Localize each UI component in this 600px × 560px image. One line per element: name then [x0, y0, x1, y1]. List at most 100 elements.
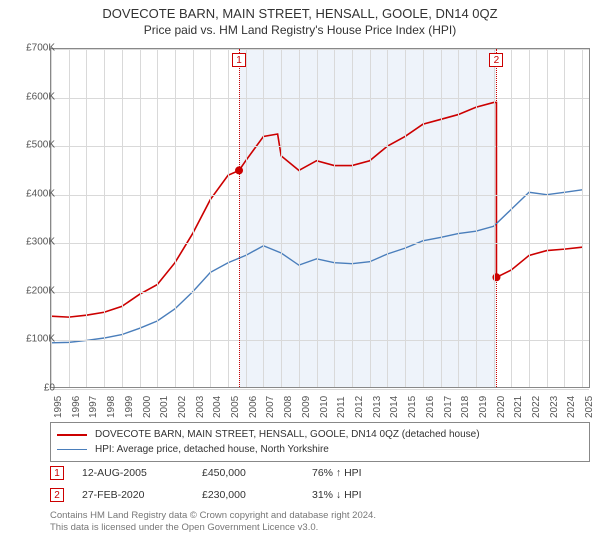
legend-label: DOVECOTE BARN, MAIN STREET, HENSALL, GOO…: [95, 429, 480, 440]
gridline-v: [122, 49, 123, 387]
gridline-v: [529, 49, 530, 387]
x-tick-label: 2007: [265, 396, 276, 418]
x-tick-label: 1996: [71, 396, 82, 418]
x-tick-label: 2013: [372, 396, 383, 418]
x-tick-label: 2005: [230, 396, 241, 418]
gridline-v: [299, 49, 300, 387]
gridline-h: [51, 340, 589, 341]
y-tick-label: £700K: [5, 43, 55, 54]
gridline-h: [51, 243, 589, 244]
gridline-v: [175, 49, 176, 387]
gridline-h: [51, 146, 589, 147]
gridline-v: [511, 49, 512, 387]
x-tick-label: 2020: [496, 396, 507, 418]
gridline-h: [51, 389, 589, 390]
gridline-h: [51, 195, 589, 196]
x-tick-label: 2010: [319, 396, 330, 418]
event-line-2: [496, 49, 497, 387]
gridline-v: [441, 49, 442, 387]
plot-area: 12: [50, 48, 590, 388]
gridline-v: [458, 49, 459, 387]
gridline-v: [387, 49, 388, 387]
legend-row: HPI: Average price, detached house, Nort…: [57, 442, 583, 457]
gridline-v: [157, 49, 158, 387]
gridline-v: [228, 49, 229, 387]
y-tick-label: £300K: [5, 237, 55, 248]
x-tick-label: 2003: [195, 396, 206, 418]
event-badge-2: 2: [489, 53, 503, 67]
gridline-v: [352, 49, 353, 387]
event-badge-1: 1: [232, 53, 246, 67]
x-tick-label: 2023: [549, 396, 560, 418]
x-tick-label: 2024: [566, 396, 577, 418]
legend-row: DOVECOTE BARN, MAIN STREET, HENSALL, GOO…: [57, 427, 583, 442]
x-tick-label: 2018: [460, 396, 471, 418]
gridline-v: [370, 49, 371, 387]
y-tick-label: £400K: [5, 188, 55, 199]
chart-container: { "title": "DOVECOTE BARN, MAIN STREET, …: [0, 0, 600, 560]
transaction-row: 1 12-AUG-2005£450,00076% ↑ HPI: [50, 462, 412, 484]
gridline-v: [281, 49, 282, 387]
footer-line1: Contains HM Land Registry data © Crown c…: [50, 510, 376, 522]
x-tick-label: 1999: [124, 396, 135, 418]
transaction-badge: 1: [50, 466, 64, 480]
legend-swatch: [57, 434, 87, 436]
transaction-date: 27-FEB-2020: [82, 489, 202, 501]
gridline-v: [423, 49, 424, 387]
legend: DOVECOTE BARN, MAIN STREET, HENSALL, GOO…: [50, 422, 590, 462]
x-tick-label: 2022: [531, 396, 542, 418]
x-tick-label: 2001: [159, 396, 170, 418]
x-tick-label: 2015: [407, 396, 418, 418]
x-tick-label: 2025: [584, 396, 595, 418]
transaction-price: £450,000: [202, 467, 312, 479]
transaction-table: 1 12-AUG-2005£450,00076% ↑ HPI 2 27-FEB-202…: [50, 462, 412, 506]
gridline-v: [334, 49, 335, 387]
gridline-v: [69, 49, 70, 387]
x-tick-label: 2008: [283, 396, 294, 418]
transaction-row: 2 27-FEB-2020£230,00031% ↓ HPI: [50, 484, 412, 506]
transaction-pct: 76% ↑ HPI: [312, 467, 412, 479]
gridline-v: [405, 49, 406, 387]
legend-swatch: [57, 449, 87, 450]
event-line-1: [239, 49, 240, 387]
y-tick-label: £200K: [5, 285, 55, 296]
gridline-v: [104, 49, 105, 387]
gridline-v: [494, 49, 495, 387]
x-tick-label: 2009: [301, 396, 312, 418]
gridline-v: [564, 49, 565, 387]
legend-label: HPI: Average price, detached house, Nort…: [95, 444, 329, 455]
gridline-v: [263, 49, 264, 387]
gridline-v: [317, 49, 318, 387]
x-tick-label: 1998: [106, 396, 117, 418]
y-tick-label: £100K: [5, 334, 55, 345]
gridline-v: [246, 49, 247, 387]
chart-subtitle: Price paid vs. HM Land Registry's House …: [0, 21, 600, 37]
x-tick-label: 2000: [142, 396, 153, 418]
gridline-v: [140, 49, 141, 387]
y-tick-label: £600K: [5, 91, 55, 102]
transaction-price: £230,000: [202, 489, 312, 501]
x-tick-label: 2006: [248, 396, 259, 418]
x-tick-label: 2021: [513, 396, 524, 418]
gridline-h: [51, 98, 589, 99]
gridline-h: [51, 49, 589, 50]
gridline-v: [582, 49, 583, 387]
plot-svg: [51, 49, 589, 387]
gridline-v: [210, 49, 211, 387]
transaction-badge: 2: [50, 488, 64, 502]
x-tick-label: 2016: [425, 396, 436, 418]
gridline-v: [193, 49, 194, 387]
x-tick-label: 2017: [443, 396, 454, 418]
x-tick-label: 2002: [177, 396, 188, 418]
x-tick-label: 2011: [336, 396, 347, 418]
transaction-date: 12-AUG-2005: [82, 467, 202, 479]
x-tick-label: 2014: [389, 396, 400, 418]
gridline-h: [51, 292, 589, 293]
y-tick-label: £500K: [5, 140, 55, 151]
gridline-v: [86, 49, 87, 387]
x-tick-label: 2019: [478, 396, 489, 418]
transaction-pct: 31% ↓ HPI: [312, 489, 412, 501]
x-tick-label: 2004: [212, 396, 223, 418]
gridline-v: [547, 49, 548, 387]
y-tick-label: £0: [5, 383, 55, 394]
